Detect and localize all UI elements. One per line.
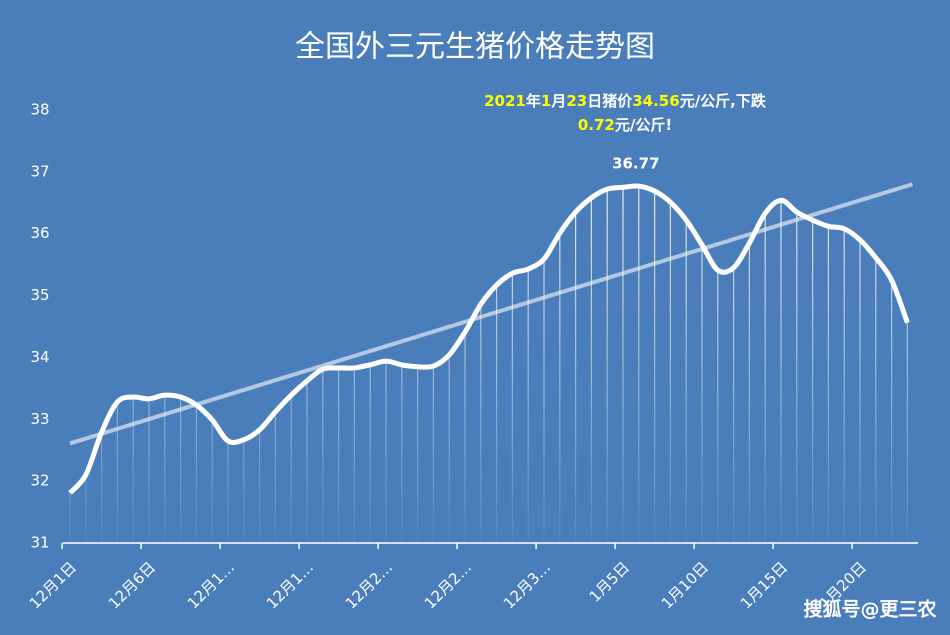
trend-line [69,182,913,446]
annotation-part: 月 [550,92,566,110]
y-tick-label: 36 [30,224,49,242]
price-line [68,183,910,495]
annotation-part: 元/公斤,下跌 [680,92,767,110]
annotation-part: 1 [541,92,551,110]
y-tick-label: 37 [30,162,49,180]
annotation-part: 2021 [484,92,526,110]
annotation: 2021年1月23日猪价34.56元/公斤,下跌 [484,92,767,110]
data-label: 36.77 [612,155,659,173]
y-tick-label: 38 [30,101,49,119]
annotation-part: 日猪价 [587,92,633,110]
annotation-part: 年 [526,92,541,110]
chart-title: 全国外三元生猪价格走势图 [295,30,655,65]
y-tick-label: 32 [30,472,49,490]
y-tick-label: 34 [30,348,49,366]
y-tick-label: 35 [30,286,49,304]
annotation: 0.72元/公斤! [578,116,672,134]
annotation-part: 元/公斤! [615,116,672,134]
annotation-part: 34.56 [632,92,679,110]
y-tick-label: 31 [30,534,49,552]
y-tick-label: 33 [30,410,49,428]
annotation-part: 0.72 [578,116,615,134]
watermark: 搜狐号@更三农 [803,598,936,621]
annotation-part: 23 [566,92,587,110]
